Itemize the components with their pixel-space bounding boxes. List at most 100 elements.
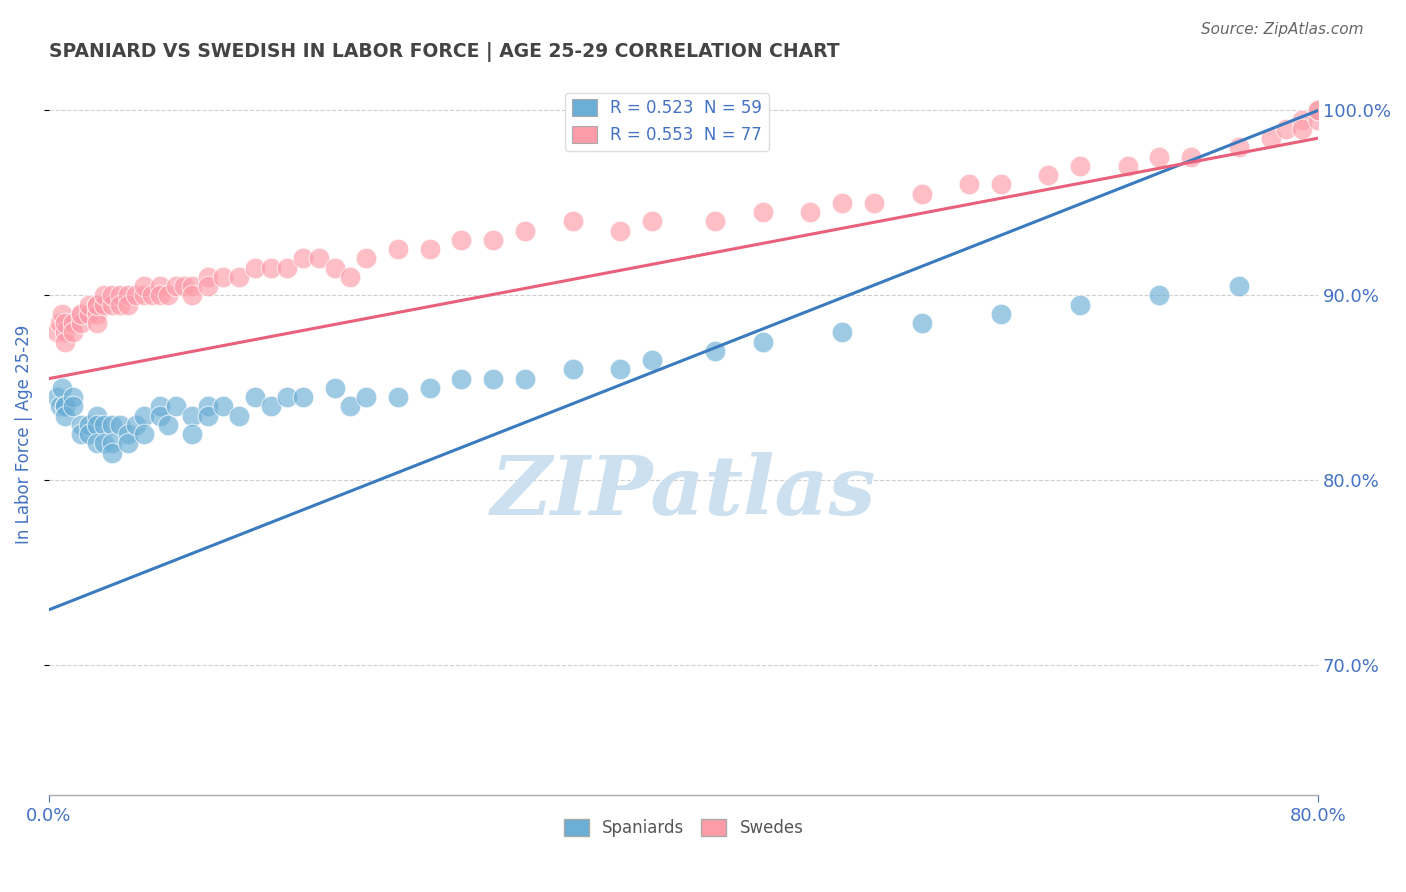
Point <box>125 417 148 432</box>
Point <box>323 381 346 395</box>
Point <box>62 326 84 340</box>
Point <box>101 436 124 450</box>
Y-axis label: In Labor Force | Age 25-29: In Labor Force | Age 25-29 <box>15 325 32 544</box>
Point <box>1149 288 1171 302</box>
Point <box>356 252 378 266</box>
Point <box>149 400 172 414</box>
Point <box>1308 112 1330 127</box>
Point <box>117 297 139 311</box>
Point <box>260 400 283 414</box>
Point <box>141 288 163 302</box>
Point <box>45 326 67 340</box>
Point <box>831 326 853 340</box>
Point <box>1275 122 1298 136</box>
Text: SPANIARD VS SWEDISH IN LABOR FORCE | AGE 25-29 CORRELATION CHART: SPANIARD VS SWEDISH IN LABOR FORCE | AGE… <box>49 42 839 62</box>
Point <box>1227 279 1250 293</box>
Point <box>69 417 91 432</box>
Point <box>228 269 250 284</box>
Point <box>387 242 409 256</box>
Point <box>704 214 727 228</box>
Point <box>197 400 219 414</box>
Point <box>117 436 139 450</box>
Point <box>276 260 298 275</box>
Point <box>482 233 505 247</box>
Point <box>245 390 267 404</box>
Point <box>245 260 267 275</box>
Point <box>77 417 100 432</box>
Point <box>149 288 172 302</box>
Point <box>291 252 314 266</box>
Point <box>1227 140 1250 154</box>
Point <box>1308 103 1330 118</box>
Point <box>110 297 132 311</box>
Point <box>134 409 156 423</box>
Point <box>101 297 124 311</box>
Point <box>53 316 76 330</box>
Point <box>53 334 76 349</box>
Point <box>1291 112 1313 127</box>
Point <box>450 233 472 247</box>
Point <box>450 371 472 385</box>
Legend: Spaniards, Swedes: Spaniards, Swedes <box>557 813 810 844</box>
Point <box>212 269 235 284</box>
Point <box>53 400 76 414</box>
Point <box>86 436 108 450</box>
Point <box>53 400 76 414</box>
Point <box>49 316 72 330</box>
Point <box>125 288 148 302</box>
Point <box>110 288 132 302</box>
Point <box>513 371 536 385</box>
Point <box>752 205 775 219</box>
Point <box>86 316 108 330</box>
Point <box>51 307 73 321</box>
Point <box>62 390 84 404</box>
Point <box>641 214 664 228</box>
Point <box>93 297 115 311</box>
Point <box>1038 168 1060 182</box>
Point <box>609 362 631 376</box>
Point <box>1180 150 1202 164</box>
Point <box>260 260 283 275</box>
Point <box>197 409 219 423</box>
Point <box>308 252 330 266</box>
Point <box>180 288 202 302</box>
Point <box>831 195 853 210</box>
Point <box>134 427 156 442</box>
Point <box>910 186 932 201</box>
Point <box>291 390 314 404</box>
Point <box>86 297 108 311</box>
Point <box>356 390 378 404</box>
Point <box>482 371 505 385</box>
Point <box>117 427 139 442</box>
Point <box>86 297 108 311</box>
Point <box>704 343 727 358</box>
Point <box>228 409 250 423</box>
Point <box>156 288 179 302</box>
Point <box>197 269 219 284</box>
Point <box>339 269 361 284</box>
Point <box>513 224 536 238</box>
Point <box>93 417 115 432</box>
Point <box>990 307 1012 321</box>
Point <box>69 307 91 321</box>
Point <box>1149 150 1171 164</box>
Point <box>93 436 115 450</box>
Point <box>93 288 115 302</box>
Point <box>165 279 187 293</box>
Point <box>561 214 583 228</box>
Point <box>110 417 132 432</box>
Point <box>149 279 172 293</box>
Point <box>165 400 187 414</box>
Point <box>51 381 73 395</box>
Point <box>86 409 108 423</box>
Point <box>799 205 821 219</box>
Point <box>77 307 100 321</box>
Point <box>212 400 235 414</box>
Point <box>101 288 124 302</box>
Point <box>1260 131 1282 145</box>
Point <box>49 400 72 414</box>
Point <box>1116 159 1139 173</box>
Point <box>77 297 100 311</box>
Point <box>1308 103 1330 118</box>
Point <box>180 279 202 293</box>
